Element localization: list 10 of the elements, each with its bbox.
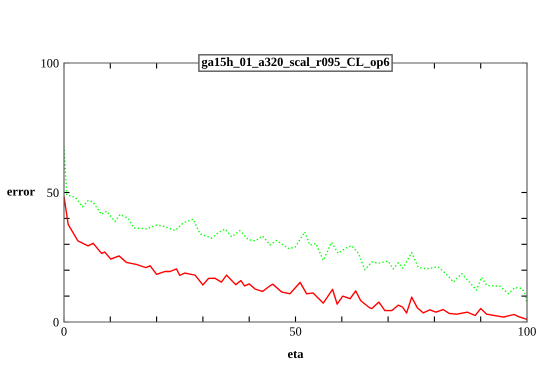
line-series: [64, 196, 527, 320]
x-tick-label: 50: [290, 327, 302, 336]
x-tick-label: 0: [61, 327, 67, 336]
y-tick-label: 100: [41, 59, 59, 68]
x-tick-label: 100: [518, 327, 536, 336]
y-tick-label: 0: [53, 318, 59, 326]
chart-title: ga15h_01_a320_scal_r095_CL_op6: [202, 57, 390, 69]
y-axis-title: error: [7, 190, 35, 196]
y-tick-label: 50: [47, 188, 59, 197]
x-axis-title: eta: [288, 350, 304, 358]
